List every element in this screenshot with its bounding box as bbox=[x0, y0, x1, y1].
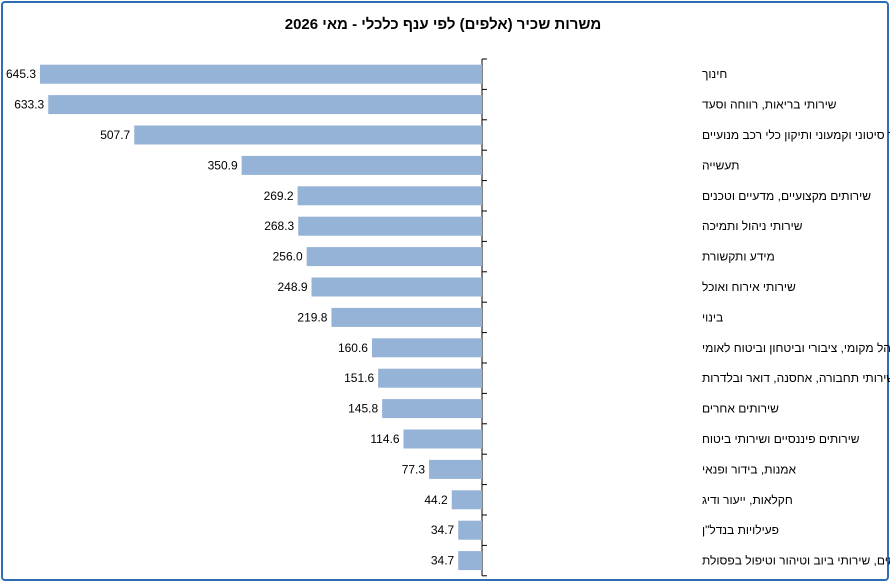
category-label: מידע ותקשורת bbox=[702, 250, 775, 264]
data-label: 256.0 bbox=[273, 250, 303, 264]
data-label: 151.6 bbox=[344, 371, 374, 385]
data-label: 34.7 bbox=[431, 554, 455, 568]
bar bbox=[378, 368, 482, 388]
bar bbox=[48, 95, 483, 115]
category-label: שירותים אחרים bbox=[702, 402, 779, 416]
category-label: שירותי בריאות, רווחה וסעד bbox=[702, 98, 837, 112]
bar bbox=[298, 216, 482, 236]
category-label: שירותי אירוח ואוכל bbox=[702, 280, 796, 294]
category-label: חינוך bbox=[702, 67, 727, 81]
category-label: שירותי תחבורה, אחסנה, דואר ובלדרות bbox=[702, 371, 890, 385]
bar bbox=[429, 459, 482, 479]
bar bbox=[451, 490, 482, 510]
bar bbox=[458, 520, 482, 540]
data-label: 160.6 bbox=[338, 341, 368, 355]
category-label: מינהל מקומי, ציבורי וביטחון וביטוח לאומי bbox=[702, 341, 890, 355]
data-label: 44.2 bbox=[424, 493, 448, 507]
bar bbox=[331, 307, 482, 327]
category-label: פעילויות בנדל"ן bbox=[702, 523, 779, 537]
data-label: 77.3 bbox=[402, 462, 426, 476]
data-label: 507.7 bbox=[100, 128, 130, 142]
data-label: 114.6 bbox=[370, 432, 399, 446]
chart-title: משרות שכיר (אלפים) לפי ענף כלכלי - מאי 2… bbox=[284, 16, 602, 33]
bar bbox=[40, 64, 482, 84]
category-label: שירותים פיננסיים ושירותי ביטוח bbox=[702, 432, 860, 446]
data-label: 633.3 bbox=[14, 98, 44, 112]
data-label: 248.9 bbox=[277, 280, 307, 294]
category-label: תעשייה bbox=[702, 158, 739, 172]
bar bbox=[134, 125, 482, 145]
data-label: 350.9 bbox=[208, 158, 238, 172]
bar bbox=[371, 338, 482, 358]
data-label: 145.8 bbox=[348, 402, 378, 416]
data-label: 269.2 bbox=[264, 189, 294, 203]
bar bbox=[458, 551, 482, 571]
bar bbox=[403, 429, 482, 449]
bar bbox=[297, 186, 482, 206]
data-label: 268.3 bbox=[264, 219, 294, 233]
bar bbox=[382, 399, 482, 419]
data-label: 34.7 bbox=[431, 523, 455, 537]
category-label: אמנות, בידור ופנאי bbox=[702, 462, 797, 476]
bar bbox=[311, 277, 482, 297]
data-label: 219.8 bbox=[297, 310, 327, 324]
bar bbox=[241, 155, 482, 175]
category-label: מסחר סיטוני וקמעוני ותיקון כלי רכב מנועי… bbox=[702, 128, 890, 142]
category-label: חקלאות, ייעור ודיג bbox=[702, 493, 793, 507]
data-label: 645.3 bbox=[6, 67, 36, 81]
category-label: שירותי ניהול ותמיכה bbox=[702, 219, 803, 233]
bar bbox=[306, 247, 482, 267]
category-label: אספקת חשמל ומים, שירותי ביוב וטיהור וטיפ… bbox=[702, 554, 890, 568]
category-label: שירותים מקצועיים, מדעיים וטכנים bbox=[702, 189, 871, 203]
category-label: בינוי bbox=[702, 310, 723, 324]
